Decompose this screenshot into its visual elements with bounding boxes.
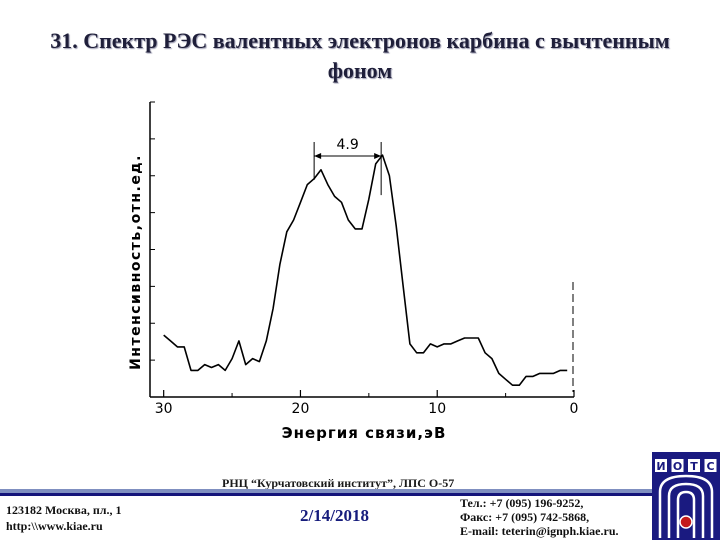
x-tick-label: 10 bbox=[428, 401, 446, 417]
address-line: 123182 Москва, пл., 1 bbox=[6, 503, 122, 517]
slide-title-line1: 31. Спектр РЭС валентных электронов карб… bbox=[50, 28, 670, 53]
peak-separation-annotation: 4.9 bbox=[313, 137, 382, 196]
annotation-label: 4.9 bbox=[337, 137, 359, 153]
slide-title-line2: фоном bbox=[327, 58, 393, 83]
logo-letter: С bbox=[706, 460, 714, 473]
footer-address: 123182 Москва, пл., 1 http:\\www.kiae.ru bbox=[6, 502, 122, 534]
logo-letter-box bbox=[688, 459, 700, 472]
footer-organization: РНЦ “Курчатовский институт”, ЛПС О-57 bbox=[222, 476, 455, 490]
annotation-arrowhead-left bbox=[314, 153, 322, 159]
email-line[interactable]: E-mail: teterin@ignph.kiae.ru. bbox=[460, 524, 619, 538]
x-axis-label: Энергия связи,эВ bbox=[282, 424, 447, 442]
phone-line: Тел.: +7 (095) 196-9252, bbox=[460, 496, 584, 510]
y-axis-label: Интенсивность,отн.ед. bbox=[128, 154, 144, 370]
logo-letter: Т bbox=[690, 460, 698, 473]
logo-letter-box bbox=[671, 459, 684, 472]
spectrum-chart-panel: 30 20 10 0 4.9 Энергия связи,эВ Интенсивнос… bbox=[92, 90, 578, 473]
slide-title: 31. Спектр РЭС валентных электронов карб… bbox=[10, 26, 710, 86]
x-tick-label: 20 bbox=[292, 401, 310, 417]
x-tick-label: 30 bbox=[155, 401, 173, 417]
website-link[interactable]: http:\\www.kiae.ru bbox=[6, 519, 103, 533]
logo-red-dot bbox=[679, 515, 693, 529]
logo-letter: О bbox=[673, 460, 682, 473]
logo-arch-middle bbox=[667, 482, 705, 538]
footer-divider-dark bbox=[0, 493, 665, 496]
logo-arch-inner bbox=[676, 490, 696, 538]
footer-date: 2/14/2018 bbox=[300, 506, 369, 525]
logo-letter-box bbox=[655, 459, 667, 472]
x-tick-label: 0 bbox=[570, 401, 578, 417]
fax-line: Факс: +7 (095) 742-5868, bbox=[460, 510, 590, 524]
series-line bbox=[163, 154, 568, 386]
x-axis-ticks bbox=[163, 390, 575, 397]
x-axis-tick-labels: 30 20 10 0 bbox=[155, 401, 578, 417]
y-axis-ticks bbox=[150, 101, 155, 361]
annotation-arrowhead-right bbox=[374, 153, 382, 159]
footer-contacts: Тел.: +7 (095) 196-9252, Факс: +7 (095) … bbox=[460, 496, 619, 538]
footer-divider-light bbox=[0, 489, 665, 493]
logo-letter-box bbox=[704, 459, 717, 472]
logo-letter: И bbox=[656, 460, 665, 473]
spectrum-chart: 30 20 10 0 4.9 Энергия связи,эВ Интенсивнос… bbox=[128, 101, 578, 442]
logo-arch-outer bbox=[658, 474, 714, 538]
